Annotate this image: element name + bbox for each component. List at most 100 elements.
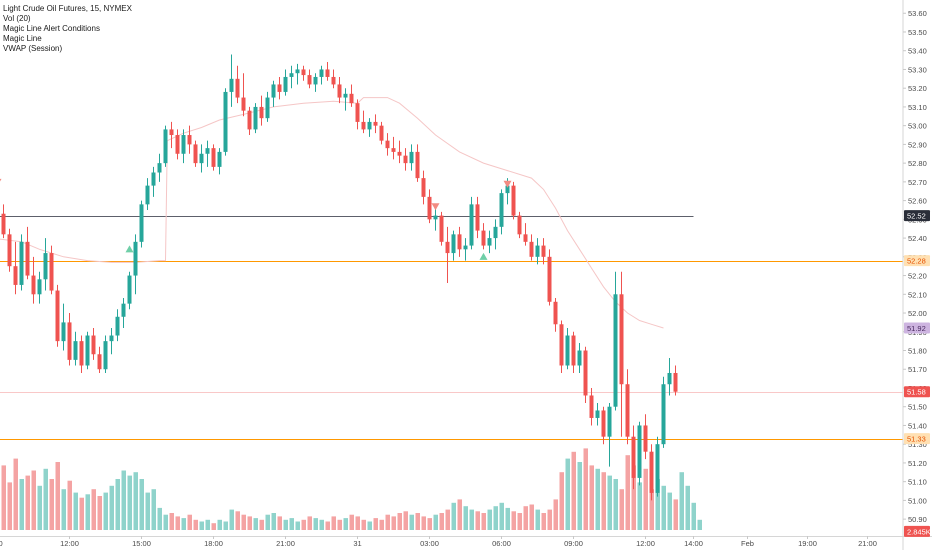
time-tick-label: 06:00 xyxy=(492,539,511,548)
legend-alert-conditions[interactable]: Magic Line Alert Conditions xyxy=(3,24,100,33)
time-axis[interactable]: :00 12:00 15:00 18:00 21:00 31 03:00 06:00 09:00… xyxy=(0,536,932,548)
candle-body xyxy=(223,91,228,152)
candle-body xyxy=(55,290,60,342)
volume-bar xyxy=(541,513,546,530)
candle-body xyxy=(163,129,168,164)
candle-body xyxy=(253,106,258,130)
legend-vwap[interactable]: VWAP (Session) xyxy=(3,44,63,53)
candle-body xyxy=(625,384,630,437)
volume-bar xyxy=(211,523,216,530)
candle-body xyxy=(421,178,426,197)
candle-body xyxy=(85,335,90,366)
price-axis[interactable]: 53.60 53.50 53.40 53.30 53.20 53.10 53.00 52.90… xyxy=(902,0,927,550)
candle-body xyxy=(583,350,588,396)
candle-body xyxy=(607,406,612,437)
price-tick-label: 52.00 xyxy=(908,309,927,318)
time-tick-label: 19:00 xyxy=(798,539,817,548)
price-badges: 52.52 52.28 51.92 51.58 51.33 2.845K xyxy=(904,210,931,537)
candle-body xyxy=(103,341,108,370)
candle-body xyxy=(301,69,306,76)
volume-bar xyxy=(193,519,198,530)
candle-body xyxy=(559,324,564,366)
volume-bar xyxy=(97,496,102,530)
price-tick-label: 51.00 xyxy=(908,496,927,505)
candle-body xyxy=(115,316,120,336)
volume-bar xyxy=(511,511,516,530)
volume-bar xyxy=(229,509,234,530)
candle-body xyxy=(145,185,150,205)
volume-bar xyxy=(217,519,222,530)
candle-body xyxy=(673,372,678,392)
candle-body xyxy=(319,69,324,77)
volume-bar xyxy=(223,521,228,530)
volume-bar xyxy=(181,518,186,530)
volume-bar xyxy=(13,458,18,530)
candle-body xyxy=(7,234,12,267)
volume-bar xyxy=(391,516,396,530)
candle-body xyxy=(313,76,318,85)
volume-bar xyxy=(547,509,552,530)
volume-bar xyxy=(115,479,120,530)
volume-bar xyxy=(319,519,324,530)
volume-bar xyxy=(169,513,174,530)
price-tick-label: 53.50 xyxy=(908,28,927,37)
candle-body xyxy=(355,103,360,122)
legend-magic-line[interactable]: Magic Line xyxy=(3,34,42,43)
volume-bar xyxy=(691,502,696,530)
time-tick-label: 12:00 xyxy=(636,539,655,548)
price-tick-label: 53.10 xyxy=(908,103,927,112)
candle-body xyxy=(637,425,642,478)
volume-bar xyxy=(265,514,270,530)
candle-body xyxy=(631,436,636,478)
legend-volume[interactable]: Vol (20) xyxy=(3,14,31,23)
candle-body xyxy=(655,444,660,493)
candle-body xyxy=(307,75,312,85)
candle-body xyxy=(397,151,402,156)
candle-body xyxy=(25,241,30,276)
volume-bar xyxy=(127,475,132,530)
time-tick-label: 18:00 xyxy=(204,539,223,548)
volume-bar xyxy=(397,513,402,530)
candle-body xyxy=(595,410,600,418)
volume-bar xyxy=(439,513,444,530)
volume-bar xyxy=(451,502,456,530)
candle-body xyxy=(613,294,618,407)
volume-bar xyxy=(643,468,648,530)
price-badge-label: 51.58 xyxy=(907,388,926,397)
volume-bar xyxy=(175,516,180,530)
candle-body xyxy=(175,135,180,154)
volume-bar xyxy=(403,511,408,530)
sell-signal-marker xyxy=(0,178,2,182)
price-tick-label: 52.70 xyxy=(908,178,927,187)
volume-bar xyxy=(7,482,12,530)
candle-body xyxy=(133,241,138,276)
candle-body xyxy=(547,256,552,302)
volume-bar xyxy=(109,485,114,530)
volume-bar xyxy=(577,462,582,530)
time-tick-label: 21:00 xyxy=(276,539,295,548)
candle-body xyxy=(661,384,666,445)
price-tick-label: 53.00 xyxy=(908,122,927,131)
price-tick-label: 53.20 xyxy=(908,84,927,93)
volume-bar xyxy=(31,470,36,530)
candle-body xyxy=(109,335,114,342)
candle-body xyxy=(565,335,570,366)
candle-body xyxy=(241,97,246,111)
volume-bar xyxy=(571,451,576,530)
volume-bar xyxy=(661,485,666,530)
volume-bar xyxy=(379,519,384,530)
volume-bar xyxy=(205,519,210,530)
candle-body xyxy=(463,245,468,250)
volume-bar xyxy=(433,514,438,530)
legend-symbol-title[interactable]: Light Crude Oil Futures, 15, NYMEX xyxy=(3,4,132,13)
volume-bar xyxy=(679,472,684,530)
time-tick-label: 21:00 xyxy=(858,539,877,548)
candle-body xyxy=(277,84,282,92)
candle-body xyxy=(193,144,198,164)
price-tick-label: 52.10 xyxy=(908,290,927,299)
volume-bar xyxy=(247,516,252,530)
candle-body xyxy=(511,185,516,216)
volume-bar xyxy=(283,519,288,530)
